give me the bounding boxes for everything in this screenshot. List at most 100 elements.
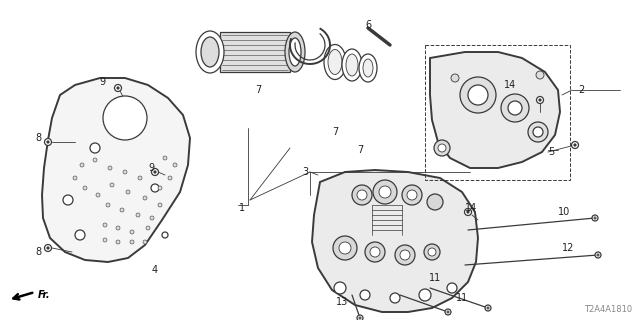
Circle shape [485, 305, 491, 311]
Text: 6: 6 [365, 20, 371, 30]
Text: 8: 8 [36, 133, 42, 143]
Circle shape [536, 97, 543, 103]
Circle shape [379, 186, 391, 198]
Circle shape [390, 293, 400, 303]
Circle shape [143, 196, 147, 200]
Circle shape [447, 283, 457, 293]
Circle shape [596, 254, 599, 256]
Text: 2: 2 [578, 85, 584, 95]
Circle shape [116, 240, 120, 244]
Circle shape [407, 190, 417, 200]
Ellipse shape [346, 54, 358, 76]
Circle shape [594, 217, 596, 219]
Circle shape [528, 122, 548, 142]
Circle shape [126, 190, 130, 194]
Circle shape [574, 144, 576, 146]
Circle shape [419, 289, 431, 301]
Circle shape [138, 176, 142, 180]
Text: 7: 7 [255, 85, 261, 95]
Circle shape [152, 169, 159, 175]
Text: 10: 10 [558, 207, 570, 217]
Circle shape [103, 96, 147, 140]
Circle shape [572, 141, 579, 148]
Circle shape [110, 183, 114, 187]
Circle shape [402, 185, 422, 205]
Circle shape [536, 71, 544, 79]
Circle shape [173, 163, 177, 167]
Circle shape [595, 252, 601, 258]
Circle shape [63, 195, 73, 205]
Circle shape [352, 185, 372, 205]
Circle shape [80, 163, 84, 167]
Circle shape [136, 213, 140, 217]
Circle shape [163, 156, 167, 160]
Circle shape [467, 211, 469, 213]
Circle shape [370, 247, 380, 257]
Circle shape [120, 208, 124, 212]
Circle shape [400, 250, 410, 260]
Polygon shape [42, 78, 190, 262]
Circle shape [45, 139, 51, 146]
Circle shape [154, 171, 156, 173]
Circle shape [162, 232, 168, 238]
Circle shape [115, 84, 122, 92]
Circle shape [108, 166, 112, 170]
Circle shape [103, 238, 107, 242]
Text: 14: 14 [465, 203, 477, 213]
Circle shape [434, 140, 450, 156]
Text: 7: 7 [357, 145, 363, 155]
Circle shape [395, 245, 415, 265]
Circle shape [357, 315, 363, 320]
Circle shape [151, 184, 159, 192]
Ellipse shape [359, 54, 377, 82]
Text: T2A4A1810: T2A4A1810 [584, 305, 632, 314]
Circle shape [83, 186, 87, 190]
Circle shape [424, 244, 440, 260]
Ellipse shape [196, 31, 224, 73]
Circle shape [103, 223, 107, 227]
Text: 11: 11 [429, 273, 441, 283]
Circle shape [116, 226, 120, 230]
Circle shape [365, 242, 385, 262]
Circle shape [90, 143, 100, 153]
Circle shape [539, 99, 541, 101]
Text: Fr.: Fr. [38, 290, 51, 300]
Circle shape [360, 290, 370, 300]
Text: 4: 4 [152, 265, 158, 275]
Circle shape [501, 94, 529, 122]
Ellipse shape [363, 59, 373, 77]
Circle shape [460, 77, 496, 113]
Ellipse shape [328, 50, 342, 75]
Circle shape [47, 141, 49, 143]
Circle shape [73, 176, 77, 180]
Text: 5: 5 [548, 147, 554, 157]
Circle shape [158, 186, 162, 190]
Circle shape [123, 170, 127, 174]
Circle shape [130, 230, 134, 234]
Text: 7: 7 [332, 127, 338, 137]
Circle shape [445, 309, 451, 315]
Polygon shape [312, 170, 478, 312]
Circle shape [116, 87, 119, 89]
Circle shape [427, 194, 443, 210]
Text: 13: 13 [336, 297, 348, 307]
Circle shape [438, 144, 446, 152]
Circle shape [106, 203, 110, 207]
Circle shape [168, 176, 172, 180]
Bar [425, 45, 570, 180]
Ellipse shape [201, 37, 219, 67]
Text: 9: 9 [99, 77, 105, 87]
Polygon shape [220, 32, 290, 72]
Circle shape [75, 230, 85, 240]
Circle shape [447, 311, 449, 313]
Circle shape [487, 307, 489, 309]
Circle shape [359, 317, 361, 319]
Circle shape [533, 127, 543, 137]
Polygon shape [430, 52, 560, 168]
Circle shape [334, 282, 346, 294]
Circle shape [45, 244, 51, 252]
Circle shape [146, 226, 150, 230]
Circle shape [143, 240, 147, 244]
Circle shape [130, 240, 134, 244]
Ellipse shape [324, 44, 346, 79]
